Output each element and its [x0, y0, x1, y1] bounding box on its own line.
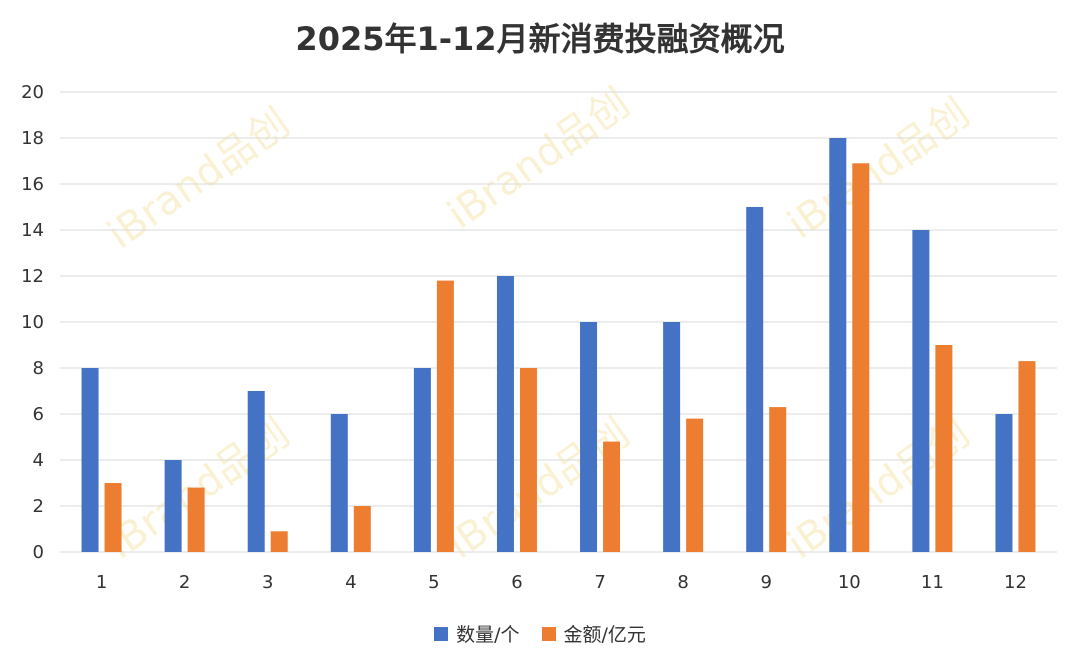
bar-count [746, 207, 764, 552]
x-tick-label: 2 [179, 572, 190, 593]
bar-count [580, 322, 598, 552]
bar-count [995, 414, 1013, 552]
legend-item-amount: 金额/亿元 [541, 620, 646, 647]
bar-count [413, 368, 431, 552]
bar-count [330, 414, 348, 552]
y-tick-label: 20 [21, 82, 44, 103]
bar-amount [852, 163, 870, 553]
bar-amount [187, 487, 205, 552]
bar-amount [603, 441, 621, 552]
legend-swatch-amount [541, 626, 556, 641]
x-tick-label: 12 [1004, 572, 1027, 593]
y-tick-label: 10 [21, 312, 44, 333]
bar-amount [353, 506, 371, 552]
bar-count [663, 322, 681, 552]
legend-label-count: 数量/个 [456, 624, 520, 646]
y-tick-label: 8 [33, 358, 44, 379]
bar-amount [769, 407, 787, 552]
watermark-text: iBrand品创 [99, 100, 298, 258]
bar-amount [686, 418, 704, 552]
bar-count [164, 460, 182, 552]
bar-count [247, 391, 265, 552]
x-tick-label: 4 [345, 572, 356, 593]
y-tick-label: 18 [21, 128, 44, 149]
x-tick-label: 7 [594, 572, 605, 593]
bar-count [81, 368, 99, 552]
chart-title: 2025年1-12月新消费投融资概况 [295, 20, 785, 58]
y-tick-label: 0 [33, 542, 44, 563]
y-tick-label: 14 [21, 220, 44, 241]
bar-count [912, 230, 930, 552]
y-tick-label: 16 [21, 174, 44, 195]
y-tick-label: 4 [33, 450, 44, 471]
x-tick-label: 1 [96, 572, 107, 593]
x-tick-label: 3 [262, 572, 273, 593]
x-tick-label: 10 [838, 572, 861, 593]
legend-label-amount: 金额/亿元 [563, 624, 646, 646]
legend-item-count: 数量/个 [434, 620, 519, 647]
bar-count [829, 138, 847, 552]
bar-amount [1018, 361, 1036, 552]
x-tick-label: 6 [511, 572, 522, 593]
legend-swatch-count [434, 626, 449, 641]
x-tick-label: 9 [760, 572, 771, 593]
bar-amount [104, 483, 122, 552]
y-tick-label: 2 [33, 496, 44, 517]
bar-amount [436, 280, 454, 552]
bar-amount [519, 368, 537, 552]
legend: 数量/个 金额/亿元 [0, 620, 1080, 647]
y-tick-label: 6 [33, 404, 44, 425]
watermark-text: iBrand品创 [439, 80, 638, 238]
watermark-text: iBrand品创 [779, 90, 978, 248]
bar-amount [270, 531, 288, 552]
x-tick-label: 11 [921, 572, 944, 593]
y-tick-label: 12 [21, 266, 44, 287]
x-tick-label: 8 [677, 572, 688, 593]
x-tick-label: 5 [428, 572, 439, 593]
bar-count [496, 276, 514, 552]
bar-amount [935, 345, 953, 552]
